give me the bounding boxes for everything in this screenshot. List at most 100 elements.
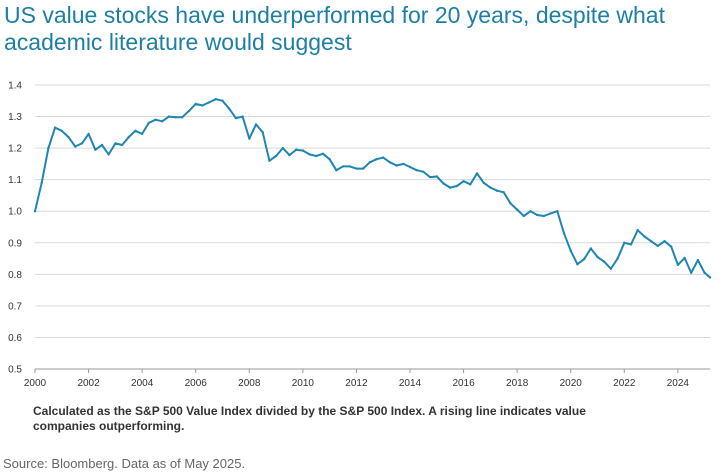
data-point <box>80 142 84 145</box>
data-point <box>74 145 77 148</box>
x-tick-label: 2012 <box>345 378 368 389</box>
data-point <box>147 121 150 125</box>
data-point <box>382 156 385 159</box>
gridlines <box>35 84 710 338</box>
x-tick-label: 2010 <box>292 378 315 389</box>
y-tick-label: 0.5 <box>8 365 22 376</box>
data-point <box>589 247 592 250</box>
data-point <box>643 235 646 238</box>
data-point <box>422 170 425 173</box>
data-point <box>174 116 177 119</box>
data-point <box>569 249 572 252</box>
data-point <box>388 161 392 164</box>
data-point <box>549 212 552 215</box>
x-tick-label: 2000 <box>24 378 47 389</box>
data-point <box>469 183 472 186</box>
data-point <box>603 260 606 263</box>
data-point <box>703 271 706 274</box>
data-point <box>214 98 217 101</box>
data-point <box>187 109 191 113</box>
data-point <box>221 99 224 103</box>
data-point <box>536 213 539 217</box>
x-tick-label: 2018 <box>506 378 529 389</box>
data-point <box>194 102 197 106</box>
data-point <box>261 131 264 134</box>
data-point <box>361 167 365 170</box>
data-point <box>120 143 124 147</box>
data-point <box>67 135 70 139</box>
axes <box>34 368 710 373</box>
y-tick-label: 0.6 <box>8 333 22 344</box>
data-point <box>663 240 666 243</box>
data-point <box>482 181 485 184</box>
data-point <box>315 154 318 158</box>
data-point <box>201 104 204 107</box>
series-layer <box>33 98 712 279</box>
data-point <box>708 276 712 279</box>
data-point <box>348 165 351 168</box>
data-point <box>100 143 104 147</box>
data-point <box>47 146 50 150</box>
data-point <box>248 137 251 140</box>
data-point <box>328 158 331 161</box>
data-point <box>288 153 291 157</box>
data-point <box>462 180 465 183</box>
y-tick-label: 1.2 <box>8 144 22 155</box>
data-point <box>515 208 519 211</box>
data-point <box>127 135 130 139</box>
data-point <box>609 267 613 270</box>
data-point <box>556 210 559 213</box>
data-point <box>274 154 278 158</box>
data-point <box>94 148 97 151</box>
data-point <box>696 258 700 262</box>
data-point <box>228 107 231 110</box>
data-point <box>53 126 57 129</box>
data-point <box>442 182 445 185</box>
y-tick-label: 0.9 <box>8 238 22 249</box>
data-point <box>402 162 405 166</box>
data-point <box>308 153 311 156</box>
x-tick-label: 2020 <box>560 378 583 389</box>
data-point <box>475 172 479 175</box>
data-point <box>656 244 659 248</box>
data-point <box>576 263 579 266</box>
data-point <box>435 175 438 178</box>
data-point <box>636 229 639 232</box>
data-point <box>649 240 653 243</box>
data-point <box>301 149 305 152</box>
data-point <box>33 210 37 213</box>
data-point <box>596 255 599 259</box>
data-point <box>207 101 211 104</box>
data-point <box>281 146 284 150</box>
data-point <box>241 115 244 118</box>
tick-labels: 0.5 0.6 0.7 0.8 0.9 1.0 1.1 1.2 1.3 1.4 2000 2002 20… <box>8 81 689 390</box>
data-point <box>629 243 633 246</box>
data-point <box>295 148 298 151</box>
y-tick-label: 1.1 <box>8 175 22 186</box>
data-point <box>623 241 626 244</box>
data-point <box>690 271 693 274</box>
data-point <box>582 258 586 261</box>
data-point <box>154 118 157 121</box>
source-note: Source: Bloomberg. Data as of May 2025. <box>3 456 246 471</box>
data-point <box>502 191 505 194</box>
x-tick-label: 2016 <box>452 378 475 389</box>
data-point <box>529 210 532 213</box>
y-tick-label: 1.4 <box>8 81 22 92</box>
data-point <box>542 214 546 218</box>
data-point <box>428 175 432 179</box>
data-point <box>107 153 110 156</box>
data-point <box>495 189 499 192</box>
x-tick-label: 2024 <box>667 378 690 389</box>
y-tick-label: 1.0 <box>8 207 22 218</box>
data-point <box>562 232 566 235</box>
y-tick-label: 0.8 <box>8 270 22 281</box>
data-point <box>181 116 184 119</box>
x-tick-label: 2022 <box>613 378 636 389</box>
data-point <box>455 184 459 188</box>
data-point <box>683 256 686 260</box>
data-point <box>489 186 492 189</box>
data-point <box>670 245 673 248</box>
y-tick-label: 1.3 <box>8 112 22 123</box>
data-point <box>60 129 63 132</box>
